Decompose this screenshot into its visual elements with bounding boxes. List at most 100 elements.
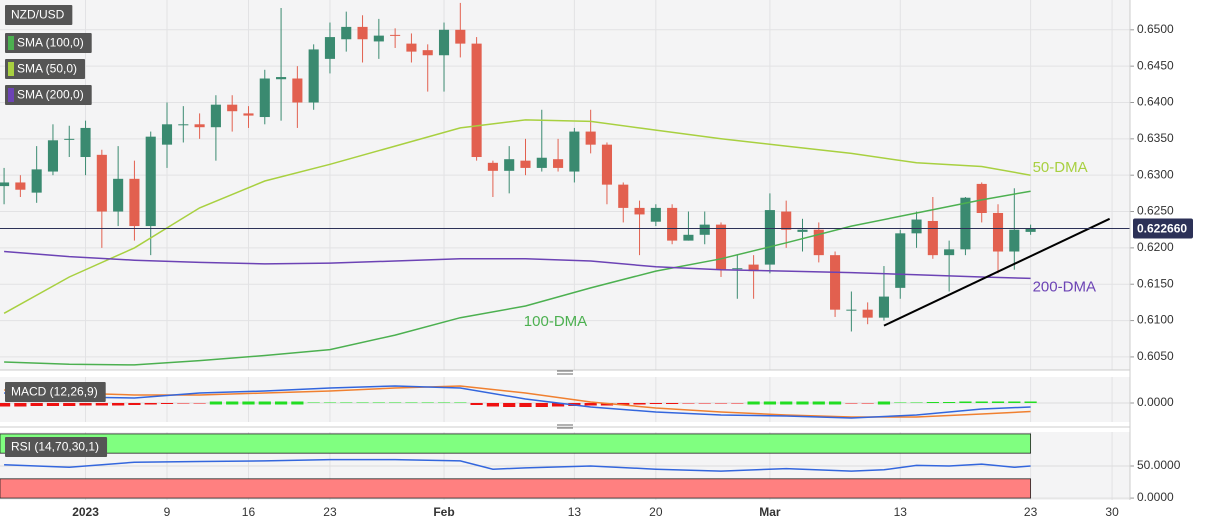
legend-label: MACD (12,26,9) bbox=[11, 385, 98, 399]
candle-body bbox=[601, 144, 613, 185]
y-tick-label: 0.6250 bbox=[1137, 204, 1174, 218]
x-tick-label: 13 bbox=[568, 505, 582, 519]
candle-body bbox=[227, 104, 238, 112]
macd-histogram-bar bbox=[486, 403, 500, 407]
candle-body bbox=[243, 113, 254, 116]
candle-body bbox=[390, 34, 401, 36]
macd-histogram-bar bbox=[617, 403, 630, 405]
macd-histogram-bar bbox=[910, 402, 923, 403]
x-tick-label: 23 bbox=[1024, 505, 1038, 519]
candle-body bbox=[341, 26, 352, 40]
candle-body bbox=[862, 309, 873, 318]
candle-body bbox=[895, 233, 906, 288]
candle-body bbox=[406, 43, 417, 52]
legend-label: RSI (14,70,30,1) bbox=[11, 440, 99, 454]
macd-histogram-bar bbox=[95, 403, 108, 406]
x-tick-label: 13 bbox=[894, 505, 908, 519]
x-tick-label: Mar bbox=[759, 505, 781, 519]
candle-body bbox=[1009, 229, 1020, 252]
macd-histogram-bar bbox=[79, 403, 92, 406]
candle-body bbox=[64, 138, 75, 140]
candle-body bbox=[813, 229, 824, 256]
macd-histogram-bar bbox=[877, 401, 891, 405]
candle-body bbox=[471, 43, 482, 158]
candle-body bbox=[699, 224, 710, 235]
resize-handle[interactable] bbox=[557, 370, 573, 429]
macd-histogram-bar bbox=[323, 402, 337, 403]
macd-histogram-bar bbox=[861, 403, 874, 404]
grid bbox=[0, 0, 1134, 500]
candle-body bbox=[878, 296, 890, 318]
candle-body bbox=[161, 124, 173, 145]
legend-item: MACD (12,26,9) bbox=[5, 382, 106, 402]
overlay: 2023 9 16 23 Feb 13 20 Mar 13 23 30 0.6050 0.6100 0.6… bbox=[0, 5, 1193, 519]
macd-histogram-bar bbox=[0, 403, 11, 407]
y-tick-label: 0.6200 bbox=[1137, 240, 1174, 254]
macd-histogram-bar bbox=[551, 403, 565, 407]
macd-histogram-bar bbox=[454, 402, 467, 403]
candle-body bbox=[259, 78, 270, 118]
candle-body bbox=[732, 268, 743, 270]
macd-histogram-bar bbox=[144, 403, 157, 405]
x-tick-label: 30 bbox=[1105, 505, 1119, 519]
macd-histogram-bar bbox=[828, 401, 842, 405]
macd-histogram-bar bbox=[649, 403, 662, 404]
macd-histogram-bar bbox=[242, 401, 255, 405]
macd-histogram-bar bbox=[193, 403, 206, 404]
candle-body bbox=[487, 162, 498, 171]
candle-body bbox=[210, 104, 221, 128]
legend-box bbox=[5, 85, 92, 105]
macd-histogram-bar bbox=[714, 403, 728, 404]
macd-histogram-bar bbox=[421, 402, 434, 403]
macd-histogram-bar bbox=[698, 403, 711, 404]
macd-histogram-bar bbox=[340, 402, 353, 403]
y-tick-label: 0.6500 bbox=[1137, 22, 1174, 36]
macd-histogram-bar bbox=[470, 403, 483, 405]
y-tick-label: 0.0000 bbox=[1137, 490, 1174, 504]
candle-body bbox=[585, 131, 596, 145]
legend-label: NZD/USD bbox=[11, 8, 65, 22]
macd-histogram-bar bbox=[682, 403, 695, 404]
candle-body bbox=[553, 159, 564, 168]
legend-box bbox=[5, 437, 108, 457]
candle-body bbox=[634, 207, 645, 215]
candle-body bbox=[830, 255, 841, 310]
macd-histogram-bar bbox=[845, 403, 858, 404]
x-tick-label: 16 bbox=[242, 505, 256, 519]
legend-label: SMA (200,0) bbox=[17, 88, 84, 102]
candle-body bbox=[797, 229, 808, 232]
last-price-label: 0.622660 bbox=[1137, 222, 1187, 236]
candle-body bbox=[129, 178, 140, 227]
candle-body bbox=[31, 169, 42, 193]
line-annotation: 100-DMA bbox=[524, 313, 587, 330]
candle-body bbox=[324, 37, 336, 59]
macd-histogram-bar bbox=[177, 403, 190, 404]
macd-histogram-bar bbox=[796, 401, 809, 405]
line-annotation: 50-DMA bbox=[1033, 159, 1088, 176]
macd-panel bbox=[0, 377, 1130, 422]
y-tick-label: 0.6450 bbox=[1137, 58, 1174, 72]
macd-histogram-bar bbox=[584, 403, 597, 406]
indicator-line bbox=[4, 250, 1031, 280]
y-tick-label: 0.6100 bbox=[1137, 313, 1174, 327]
candle-body bbox=[715, 224, 727, 270]
indicator-line bbox=[4, 190, 1031, 366]
legend-item: SMA (50,0) bbox=[5, 59, 86, 79]
candle-body bbox=[455, 29, 466, 44]
legend-item: NZD/USD bbox=[5, 5, 73, 25]
candle-body bbox=[618, 184, 629, 208]
candle-body bbox=[308, 49, 319, 103]
y-tick-label: 0.6350 bbox=[1137, 131, 1174, 145]
macd-histogram-bar bbox=[666, 403, 679, 404]
macd-histogram-bar bbox=[975, 401, 988, 403]
legend-item: SMA (200,0) bbox=[5, 85, 92, 105]
candle-body bbox=[911, 219, 922, 234]
candle-body bbox=[927, 220, 938, 256]
macd-histogram-bar bbox=[112, 403, 125, 406]
macd-histogram-bar bbox=[519, 403, 532, 407]
macd-histogram-bar bbox=[226, 401, 239, 405]
x-tick-label: 20 bbox=[649, 505, 663, 519]
x-tick-label: Feb bbox=[433, 505, 454, 519]
candle-body bbox=[357, 26, 368, 40]
